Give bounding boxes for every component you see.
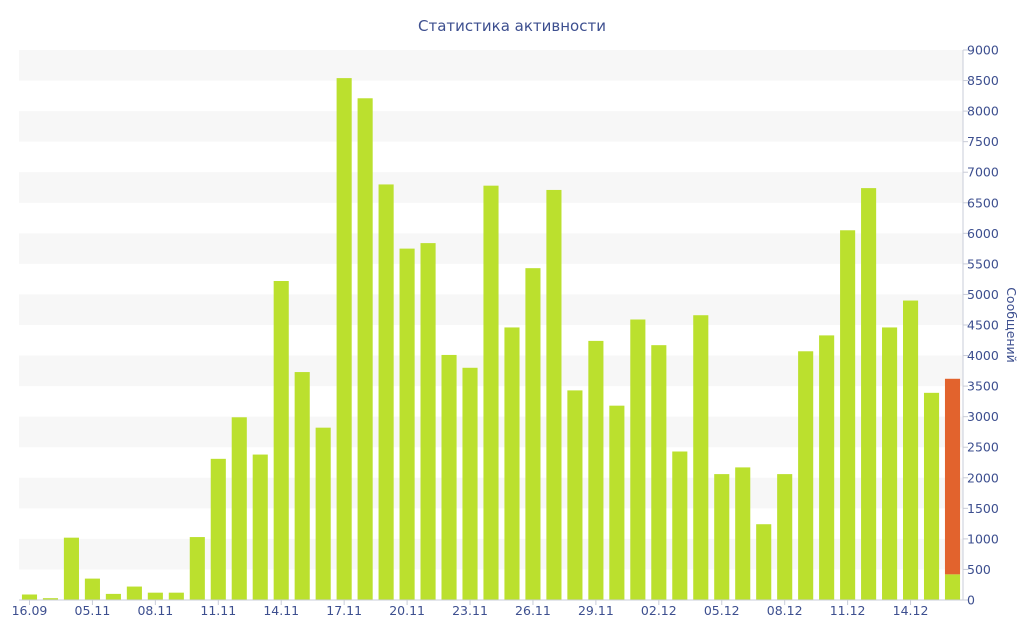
bar	[273, 281, 289, 600]
y-tick-label: 2000	[967, 470, 999, 485]
bar	[105, 593, 121, 600]
bar	[147, 592, 163, 600]
y-tick-label: 7000	[967, 165, 999, 180]
bar	[840, 230, 856, 600]
bar	[882, 327, 898, 600]
bar	[714, 474, 730, 600]
y-tick-label: 8500	[967, 73, 999, 88]
bar	[189, 537, 205, 600]
bar	[630, 319, 646, 600]
y-axis: 0 500 1000 1500 2000 2500 3000 3500 4000 4500 5000…	[962, 43, 999, 608]
x-tick-label: 14.12	[893, 603, 929, 618]
x-tick-label: 17.11	[326, 603, 362, 618]
bar	[944, 574, 961, 600]
bar	[546, 189, 562, 600]
x-tick-label: 08.12	[767, 603, 803, 618]
bar	[462, 367, 478, 600]
x-tick-label: 05.12	[704, 603, 740, 618]
y-tick-label: 9000	[967, 43, 999, 58]
bar-group	[21, 78, 961, 601]
bar	[525, 268, 541, 600]
y-tick-label: 5000	[967, 287, 999, 302]
bar	[378, 184, 394, 600]
x-tick-label: 08.11	[137, 603, 173, 618]
x-tick-label: 26.11	[515, 603, 551, 618]
bar	[672, 451, 688, 600]
y-tick-label: 2500	[967, 440, 999, 455]
bar	[756, 524, 772, 600]
bar	[168, 592, 184, 600]
y-tick-label: 3000	[967, 409, 999, 424]
y-tick-label: 4500	[967, 318, 999, 333]
bar	[420, 243, 436, 601]
y-tick-label: 5500	[967, 256, 999, 271]
y-tick-label: 0	[967, 593, 975, 608]
x-tick-label: 23.11	[452, 603, 488, 618]
bar	[42, 598, 59, 600]
bar	[294, 372, 310, 600]
bar	[777, 474, 793, 600]
bar	[126, 586, 142, 600]
bar	[609, 405, 625, 600]
x-tick-label: 14.11	[263, 603, 299, 618]
bar	[336, 78, 352, 601]
y-tick-label: 1500	[967, 501, 999, 516]
y-tick-label: 6500	[967, 195, 999, 210]
bar	[231, 417, 247, 600]
x-tick-label: 11.11	[200, 603, 236, 618]
bar	[441, 354, 457, 600]
chart-title: Статистика активности	[418, 17, 606, 35]
bar-segment-today	[944, 378, 961, 575]
bar	[903, 300, 919, 600]
bar	[693, 315, 709, 600]
grid-band	[19, 50, 963, 81]
bar	[84, 578, 100, 600]
bar	[923, 392, 940, 600]
bar	[210, 458, 226, 600]
x-tick-label: 11.12	[830, 603, 866, 618]
bar	[252, 454, 268, 600]
x-axis: 16.09 05.11 08.11 11.11 14.11 17.11 20.11 23.11…	[12, 599, 963, 618]
bar	[819, 335, 835, 600]
bar	[63, 537, 79, 600]
grid-band	[19, 111, 963, 142]
bar	[588, 340, 604, 600]
x-tick-label: 05.11	[75, 603, 111, 618]
bar	[798, 351, 814, 600]
x-tick-label: 16.09	[12, 603, 48, 618]
y-tick-label: 3500	[967, 379, 999, 394]
bar	[399, 248, 415, 601]
bar	[735, 467, 751, 600]
y-tick-label: 4000	[967, 348, 999, 363]
bar	[504, 327, 520, 600]
y-tick-label: 500	[967, 562, 991, 577]
bar	[567, 390, 583, 600]
bar	[861, 188, 877, 601]
bar	[21, 594, 38, 600]
x-tick-label: 20.11	[389, 603, 425, 618]
y-tick-label: 8000	[967, 104, 999, 119]
y-tick-label: 1000	[967, 531, 999, 546]
y-axis-label: Сообщений	[1004, 287, 1019, 363]
bar	[357, 98, 373, 600]
bar	[483, 185, 499, 601]
x-tick-label: 29.11	[578, 603, 614, 618]
bar	[651, 345, 667, 600]
y-tick-label: 7500	[967, 134, 999, 149]
y-tick-label: 6000	[967, 226, 999, 241]
x-tick-label: 02.12	[641, 603, 677, 618]
bar	[315, 427, 331, 600]
